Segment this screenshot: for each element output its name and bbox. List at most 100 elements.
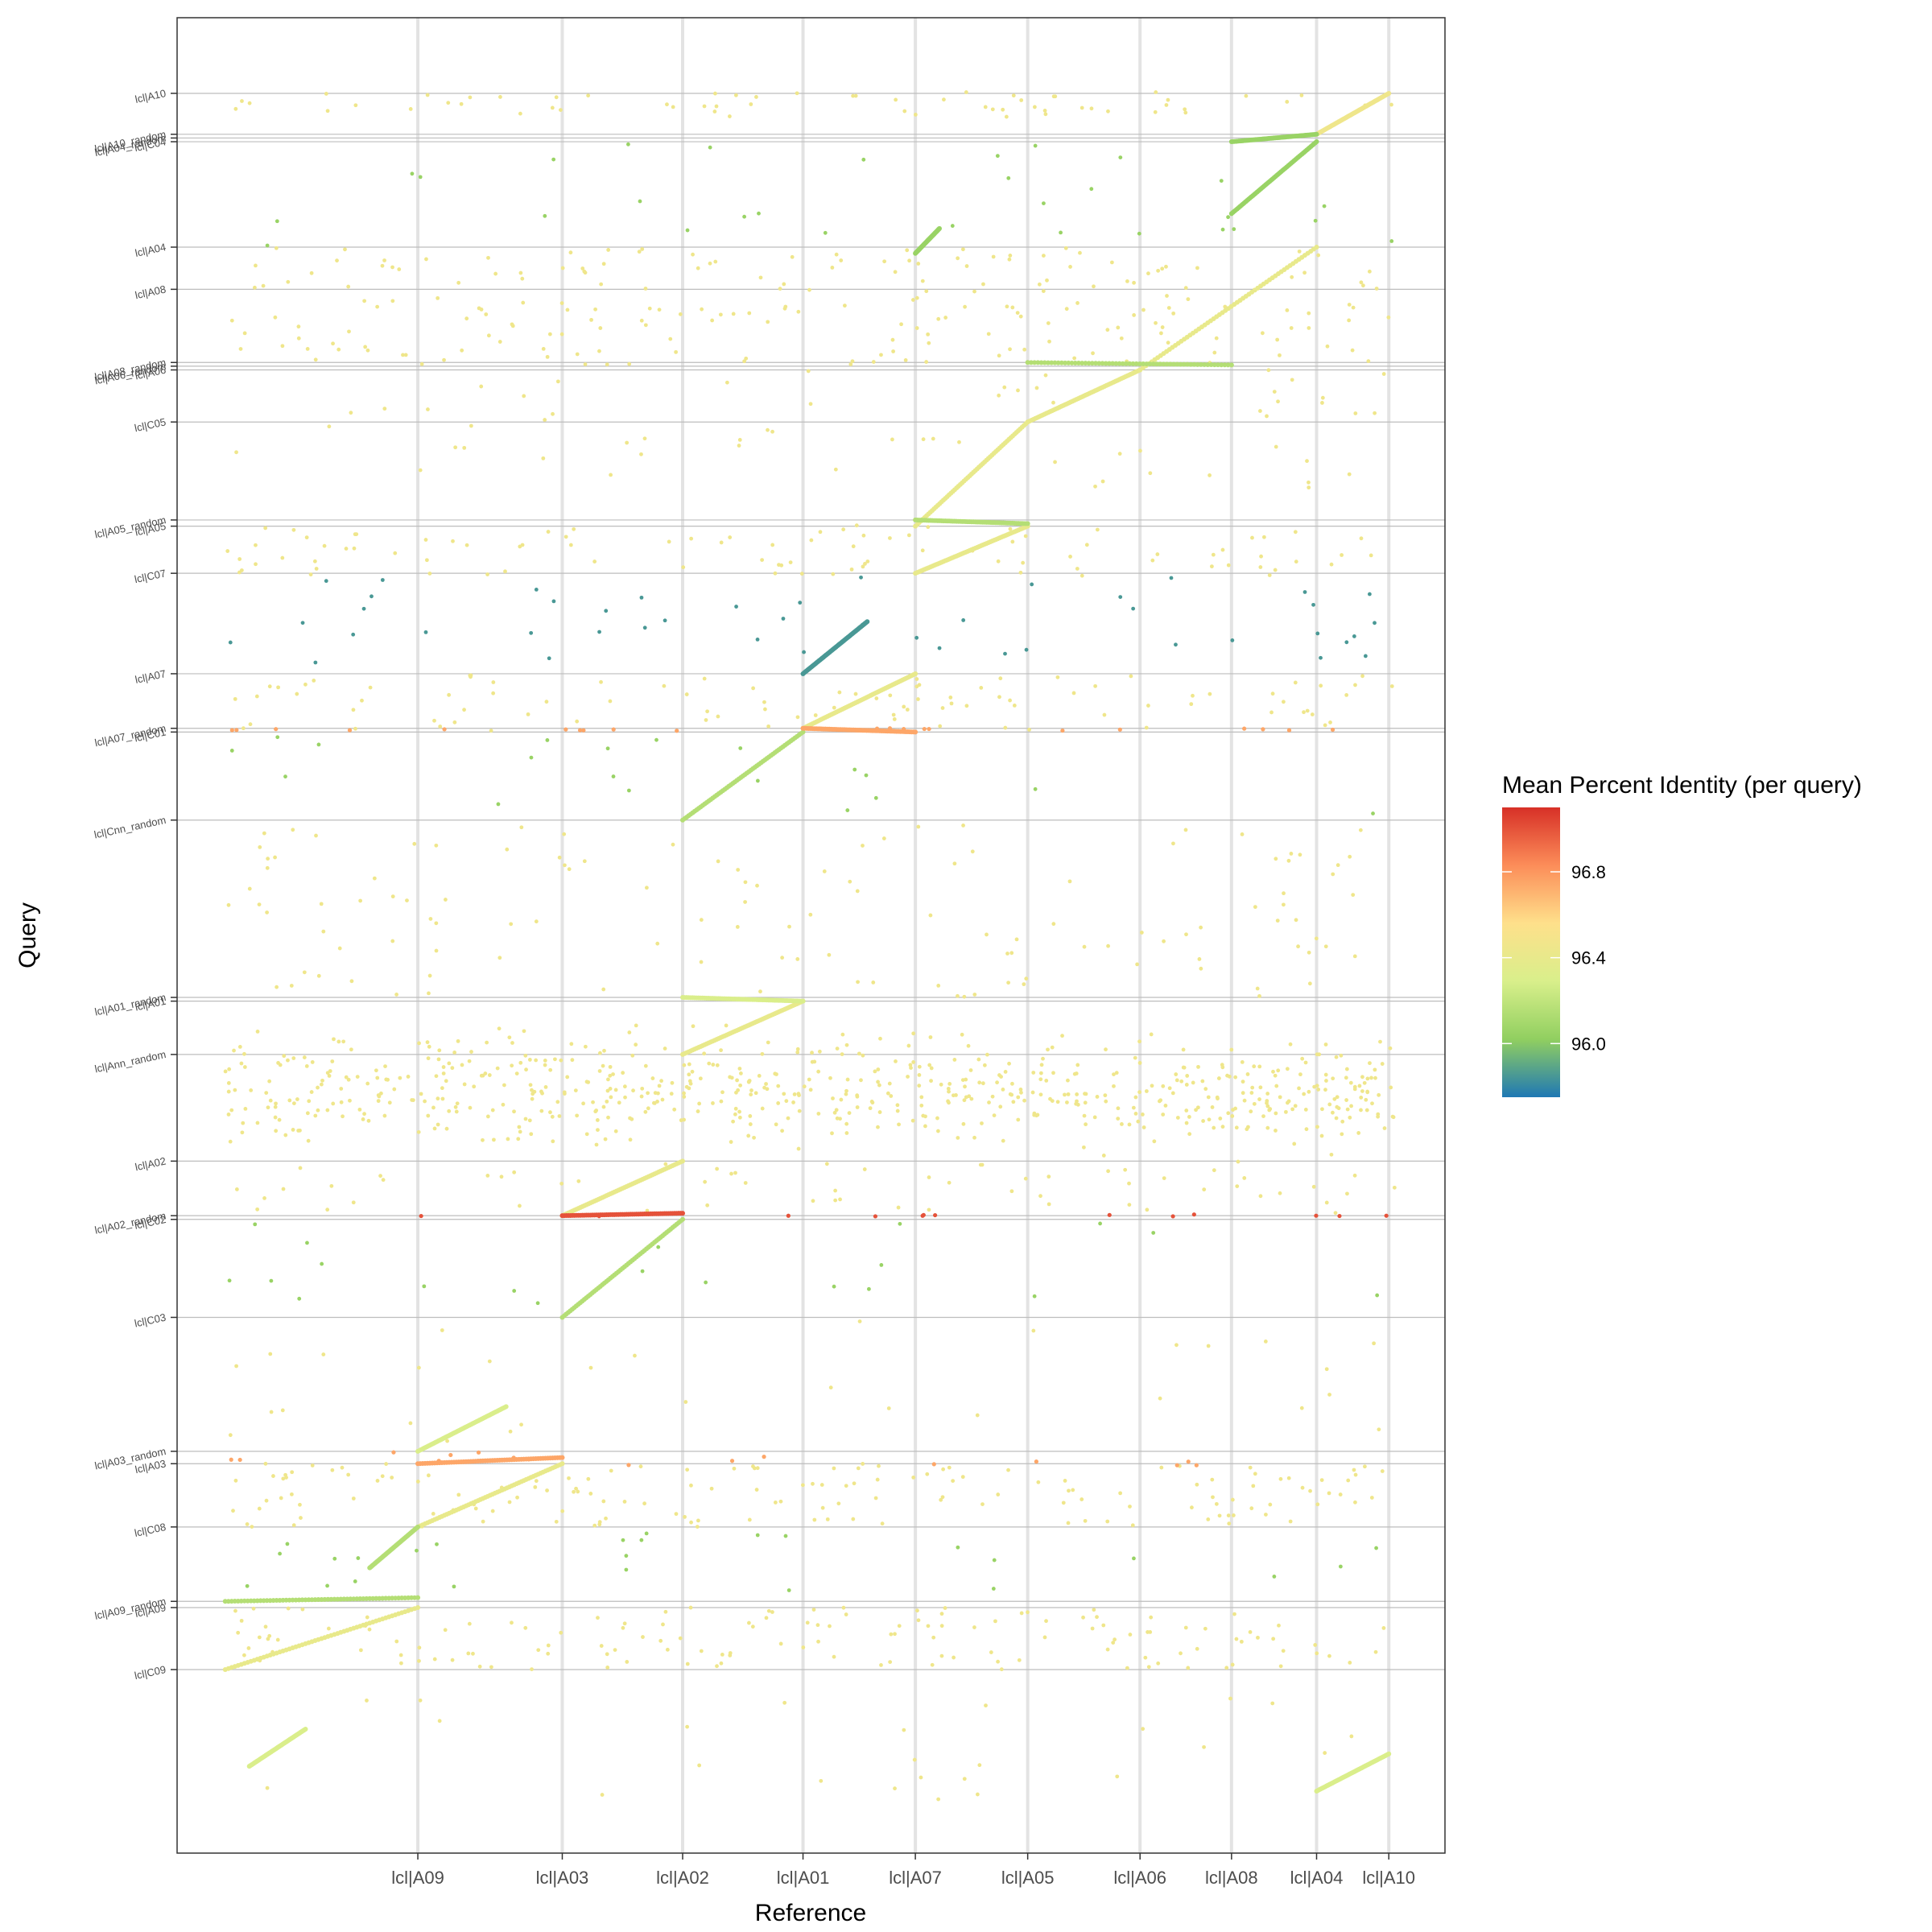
- alignment-point: [780, 1129, 784, 1133]
- alignment-point: [448, 1452, 453, 1458]
- alignment-point: [800, 1483, 805, 1488]
- alignment-point: [760, 1106, 765, 1111]
- alignment-point: [663, 1046, 667, 1051]
- alignment-point: [469, 423, 473, 428]
- alignment-point: [1044, 1079, 1049, 1083]
- alignment-point: [1166, 341, 1170, 345]
- alignment-point: [1150, 1084, 1154, 1088]
- alignment-point: [263, 1624, 268, 1629]
- alignment-point: [456, 1038, 460, 1043]
- alignment-point: [917, 1084, 922, 1088]
- alignment-point: [267, 1079, 272, 1084]
- alignment-point: [1307, 311, 1311, 316]
- alignment-point: [1353, 1500, 1357, 1505]
- alignment-point: [1095, 527, 1100, 532]
- alignment-point: [423, 1099, 427, 1104]
- alignment-point: [764, 1616, 769, 1620]
- alignment-point: [226, 902, 231, 907]
- alignment-point: [252, 285, 257, 290]
- alignment-point: [747, 311, 752, 316]
- alignment-point: [575, 719, 580, 724]
- alignment-point: [886, 1091, 890, 1096]
- alignment-point: [1230, 1662, 1235, 1667]
- alignment-point: [1041, 1056, 1045, 1061]
- alignment-point: [699, 918, 704, 923]
- alignment-point: [375, 304, 380, 309]
- alignment-point: [249, 1088, 254, 1092]
- alignment-point: [643, 1063, 648, 1068]
- alignment-point: [1128, 1633, 1133, 1637]
- alignment-point: [1253, 1472, 1257, 1476]
- alignment-point: [403, 353, 408, 357]
- alignment-point: [1038, 1092, 1043, 1097]
- alignment-point: [1131, 606, 1136, 611]
- alignment-point: [1106, 1169, 1110, 1174]
- alignment-point: [927, 1208, 931, 1212]
- alignment-point: [665, 102, 669, 107]
- alignment-point: [991, 254, 996, 259]
- alignment-point: [1272, 390, 1277, 394]
- alignment-point: [613, 1129, 618, 1133]
- alignment-point: [1066, 1521, 1071, 1525]
- alignment-point: [631, 1088, 635, 1093]
- alignment-point: [327, 1074, 332, 1078]
- alignment-point: [1340, 1132, 1344, 1137]
- alignment-point: [1191, 1212, 1196, 1217]
- alignment-point: [927, 726, 931, 732]
- alignment-point: [1063, 1479, 1067, 1483]
- y-axis-title: Query: [14, 902, 41, 968]
- alignment-point: [1045, 278, 1049, 283]
- alignment-point: [871, 980, 876, 985]
- alignment-point: [819, 1483, 824, 1487]
- alignment-point: [752, 1135, 756, 1140]
- alignment-point: [1100, 361, 1105, 366]
- alignment-point: [948, 696, 953, 700]
- alignment-point: [471, 1651, 475, 1656]
- alignment-point: [459, 101, 464, 106]
- alignment-point: [437, 1048, 442, 1053]
- alignment-point: [277, 1117, 282, 1122]
- alignment-point: [1297, 1086, 1301, 1091]
- alignment-point: [496, 802, 501, 807]
- alignment-point: [424, 558, 429, 563]
- alignment-point: [539, 1108, 544, 1113]
- x-tick-label: lcl|A01: [777, 1868, 830, 1888]
- alignment-point: [1106, 943, 1110, 948]
- alignment-point: [264, 1091, 269, 1096]
- alignment-point: [517, 1125, 522, 1129]
- alignment-point: [841, 1605, 846, 1610]
- alignment-point: [543, 1063, 547, 1067]
- alignment-point: [426, 1056, 431, 1061]
- alignment-point: [1207, 1117, 1212, 1122]
- alignment-point: [1144, 361, 1150, 367]
- alignment-point: [801, 1645, 806, 1649]
- alignment-point: [770, 1610, 774, 1614]
- alignment-point: [1174, 1343, 1179, 1348]
- alignment-point: [1185, 1074, 1190, 1078]
- alignment-point: [969, 1096, 974, 1101]
- alignment-point: [728, 1651, 733, 1655]
- alignment-point: [1154, 361, 1160, 367]
- alignment-point: [896, 1205, 901, 1210]
- alignment-point: [589, 317, 593, 322]
- alignment-point: [696, 1109, 700, 1113]
- alignment-point: [919, 1095, 924, 1100]
- alignment-point: [913, 671, 919, 676]
- alignment-point: [1037, 282, 1042, 287]
- alignment-point: [551, 157, 556, 162]
- alignment-point: [559, 1058, 564, 1063]
- alignment-point: [1039, 1063, 1044, 1067]
- alignment-point: [1308, 1488, 1312, 1493]
- alignment-point: [625, 440, 630, 445]
- alignment-point: [956, 256, 960, 261]
- alignment-point: [657, 1084, 662, 1088]
- alignment-point: [1106, 109, 1110, 114]
- alignment-point: [608, 699, 613, 704]
- alignment-point: [1274, 444, 1278, 449]
- alignment-point: [952, 861, 957, 866]
- alignment-point: [1004, 114, 1009, 119]
- alignment-point: [639, 595, 644, 600]
- alignment-point: [339, 1087, 344, 1091]
- alignment-point: [417, 1041, 421, 1046]
- alignment-point: [551, 411, 555, 416]
